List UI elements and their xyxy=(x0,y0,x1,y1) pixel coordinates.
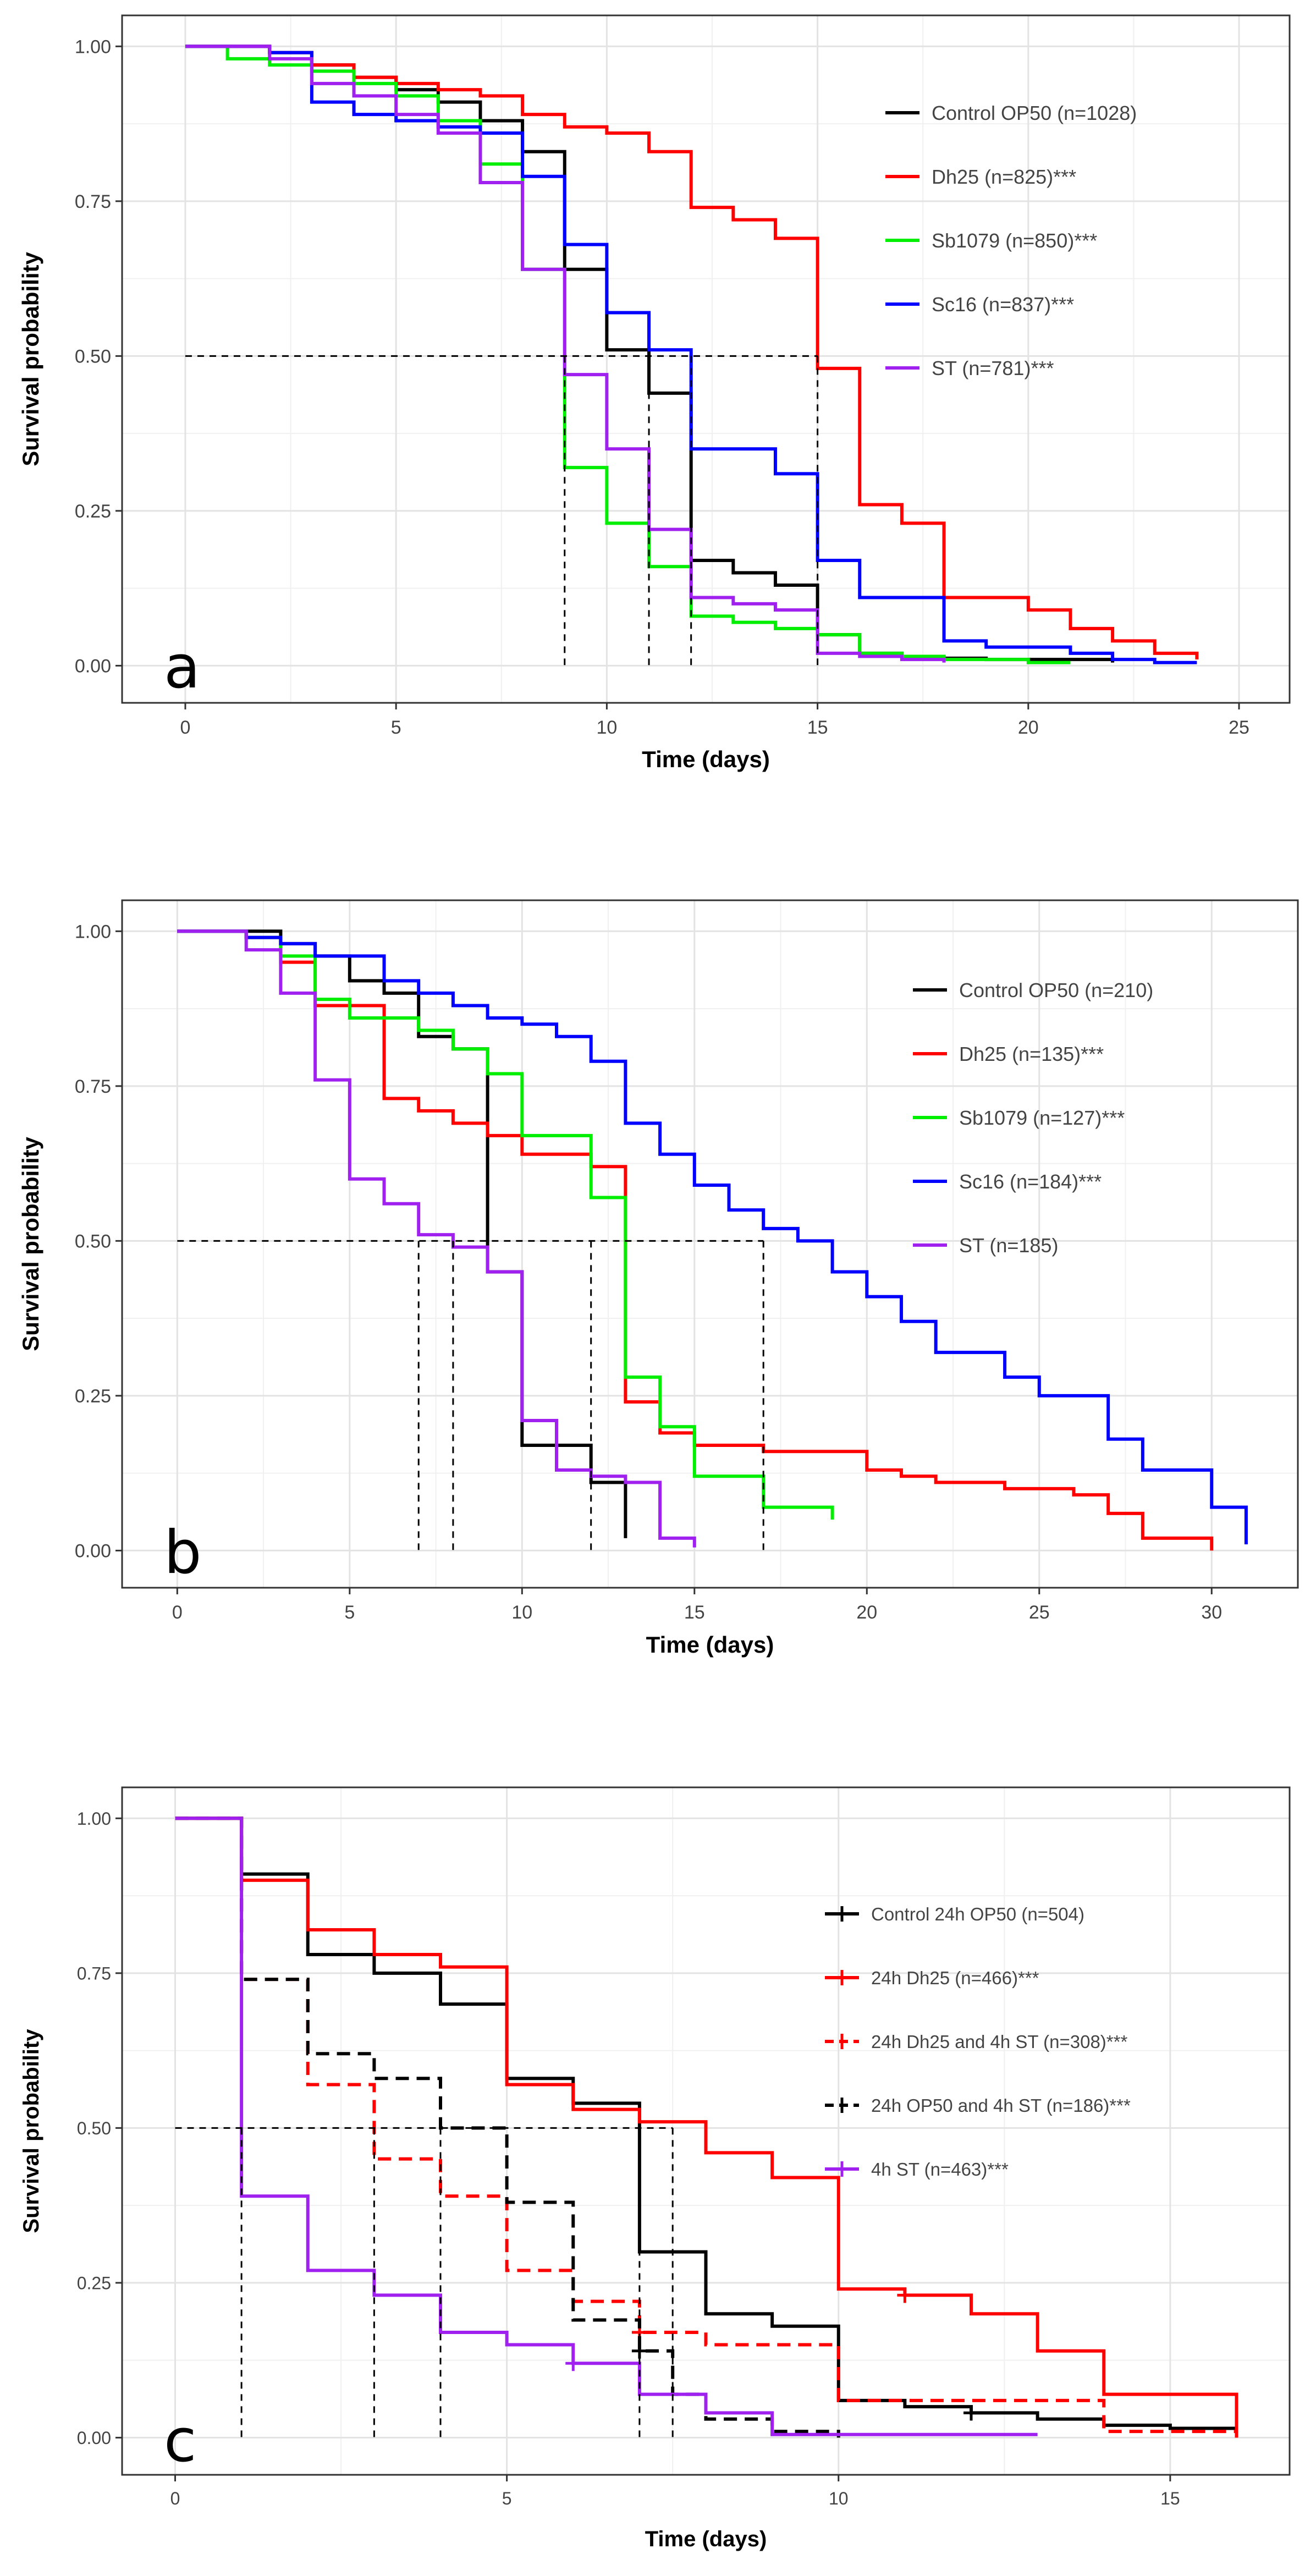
y-tick-label: 0.00 xyxy=(75,1541,111,1562)
x-tick-label: 10 xyxy=(511,1602,532,1623)
x-axis-title: Time (days) xyxy=(642,746,770,772)
y-tick-label: 0.25 xyxy=(75,501,111,522)
survival-curve xyxy=(185,45,1071,664)
x-tick-label: 0 xyxy=(180,717,191,738)
y-tick-label: 0.25 xyxy=(77,2273,111,2293)
panel-letter: a xyxy=(164,633,200,702)
y-tick-label: 0.00 xyxy=(75,656,111,677)
x-axis-title: Time (days) xyxy=(646,1632,774,1658)
y-axis-title: Survival probability xyxy=(19,2029,43,2233)
x-tick-label: 25 xyxy=(1229,717,1249,738)
legend-label: ST (n=185) xyxy=(959,1234,1058,1257)
legend-label: 4h ST (n=463)*** xyxy=(871,2159,1009,2179)
x-axis-title: Time (days) xyxy=(645,2527,767,2551)
panel-letter: c xyxy=(164,2407,196,2475)
legend-label: ST (n=781)*** xyxy=(932,357,1054,379)
x-tick-label: 5 xyxy=(502,2489,512,2508)
survival-curve xyxy=(175,1817,840,2438)
panel-a: 0.00 0.25 0.50 0.75 1.00 0 5 10 15 20 25 Time (days… xyxy=(18,14,1291,772)
panel-b: 0.00 0.25 0.50 0.75 1.00 0 5 10 15 20 25 30 Time (da… xyxy=(18,899,1299,1658)
y-tick-label: 1.00 xyxy=(75,922,111,943)
x-tick-label: 15 xyxy=(1160,2489,1180,2508)
legend-label: Dh25 (n=825)*** xyxy=(932,166,1076,188)
x-tick-label: 5 xyxy=(344,1602,355,1623)
y-tick-label: 0.75 xyxy=(75,191,111,212)
plot-background xyxy=(122,900,1298,1588)
legend-label: 24h OP50 and 4h ST (n=186)*** xyxy=(871,2095,1131,2116)
legend-label: 24h Dh25 and 4h ST (n=308)*** xyxy=(871,2032,1127,2052)
legend-label: Control OP50 (n=1028) xyxy=(932,102,1137,124)
x-tick-label: 15 xyxy=(807,717,828,738)
survival-curve xyxy=(175,1817,1038,2436)
x-tick-label: 10 xyxy=(596,717,617,738)
y-tick-label: 0.00 xyxy=(77,2428,111,2448)
legend-label: 24h Dh25 (n=466)*** xyxy=(871,1968,1039,1988)
survival-curve xyxy=(175,1817,1238,2432)
x-tick-label: 20 xyxy=(1018,717,1039,738)
x-tick-label: 20 xyxy=(856,1602,877,1623)
survival-curve xyxy=(177,929,1248,1545)
legend-label: Sc16 (n=184)*** xyxy=(959,1170,1102,1193)
survival-curve xyxy=(185,45,946,663)
panel-letter: b xyxy=(164,1518,202,1587)
y-tick-label: 0.75 xyxy=(75,1076,111,1097)
plot-border xyxy=(121,1786,1291,2476)
legend-label: Control 24h OP50 (n=504) xyxy=(871,1904,1084,1924)
y-axis-title: Survival probability xyxy=(18,1136,43,1351)
x-tick-label: 30 xyxy=(1201,1602,1222,1623)
survival-curve xyxy=(175,1817,1238,2438)
x-tick-label: 0 xyxy=(172,1602,183,1623)
legend-label: Dh25 (n=135)*** xyxy=(959,1043,1104,1065)
panel-c: 0.00 0.25 0.50 0.75 1.00 0 5 10 15 Time (days) Sur… xyxy=(19,1786,1291,2551)
x-tick-label: 15 xyxy=(684,1602,705,1623)
y-tick-label: 0.50 xyxy=(77,2118,111,2138)
legend-label: Sb1079 (n=850)*** xyxy=(932,229,1097,252)
survival-curve xyxy=(185,45,1199,660)
y-tick-label: 0.50 xyxy=(75,1231,111,1252)
survival-curve xyxy=(177,929,834,1520)
y-tick-label: 0.25 xyxy=(75,1386,111,1407)
y-tick-label: 1.00 xyxy=(77,1809,111,1829)
plot-border xyxy=(121,899,1299,1589)
y-tick-label: 0.50 xyxy=(75,346,111,367)
legend-label: Sb1079 (n=127)*** xyxy=(959,1107,1125,1129)
x-tick-label: 5 xyxy=(391,717,401,738)
plot-border xyxy=(121,14,1291,704)
x-tick-label: 25 xyxy=(1029,1602,1050,1623)
x-tick-label: 10 xyxy=(829,2489,849,2508)
y-tick-label: 0.75 xyxy=(77,1963,111,1983)
x-tick-label: 0 xyxy=(170,2489,180,2508)
y-axis-title: Survival probability xyxy=(18,251,43,466)
survival-curve xyxy=(185,45,1197,664)
legend-label: Control OP50 (n=210) xyxy=(959,979,1153,1001)
legend-label: Sc16 (n=837)*** xyxy=(932,293,1074,316)
y-tick-label: 1.00 xyxy=(75,37,111,58)
